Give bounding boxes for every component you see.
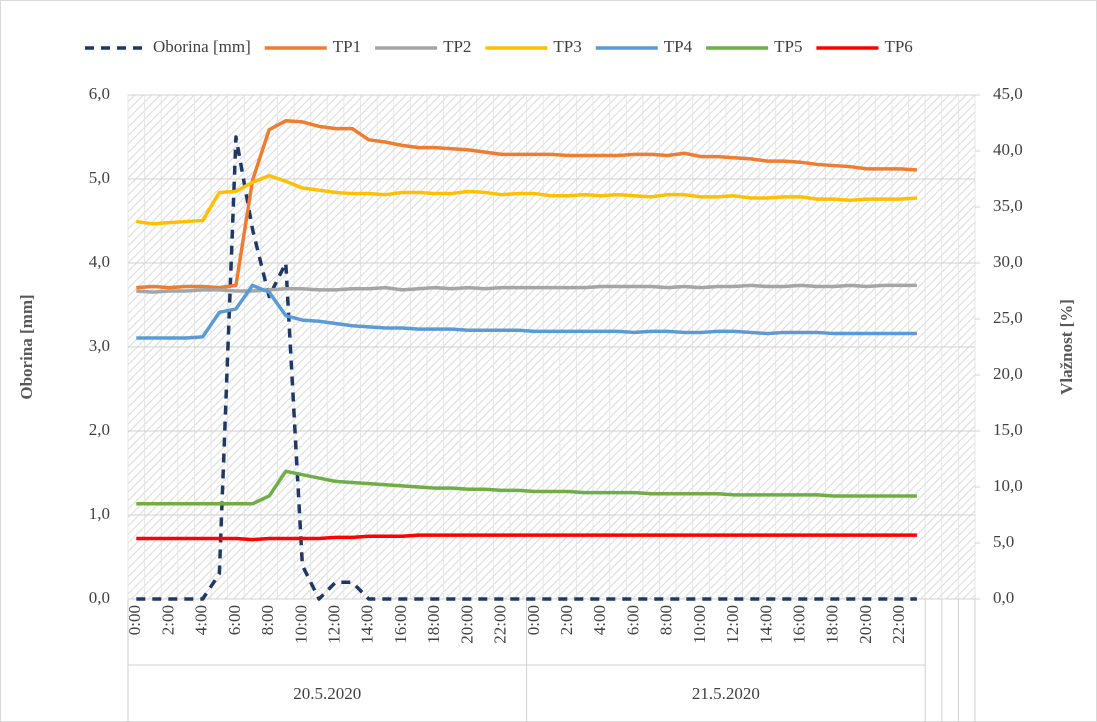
series-line [136,119,917,290]
x-tick-label: 20:00 [457,605,476,644]
y-tick-label: 5,0 [89,168,110,187]
y2-tick-label: 10,0 [993,476,1023,495]
y-tick-label: 0,0 [89,588,110,607]
y2-tick-label: 0,0 [993,588,1014,607]
y2-tick-label: 40,0 [993,140,1023,159]
y2-tick-label: 25,0 [993,308,1023,327]
y2-axis-title: Vlažnost [%] [1057,299,1076,395]
series-line [136,533,917,542]
y2-tick-label: 15,0 [993,420,1023,439]
legend-label: TP1 [333,37,361,56]
x-tick-label: 16:00 [790,605,809,644]
legend-label: Oborina [mm] [153,37,251,56]
y-axis-title: Oborina [mm] [17,294,36,399]
series-line [136,135,917,601]
x-tick-label: 6:00 [623,605,642,635]
x-tick-label: 4:00 [590,605,609,635]
y-tick-label: 3,0 [89,336,110,355]
x-tick-label: 22:00 [889,605,908,644]
legend-label: TP4 [664,37,693,56]
x-tick-label: 2:00 [158,605,177,635]
x-tick-label: 2:00 [557,605,576,635]
x-tick-label: 4:00 [192,605,211,635]
group-label: 20.5.2020 [293,684,361,703]
x-tick-label: 18:00 [424,605,443,644]
x-tick-label: 20:00 [856,605,875,644]
y-tick-label: 2,0 [89,420,110,439]
legend-label: TP3 [553,37,581,56]
legend-label: TP2 [443,37,471,56]
x-tick-label: 0:00 [125,605,144,635]
x-tick-label: 8:00 [258,605,277,635]
x-tick-label: 14:00 [358,605,377,644]
x-tick-label: 14:00 [756,605,775,644]
y2-tick-label: 30,0 [993,252,1023,271]
series-line [136,173,917,226]
x-tick-label: 22:00 [491,605,510,644]
y2-tick-label: 45,0 [993,84,1023,103]
y2-tick-label: 20,0 [993,364,1023,383]
x-tick-label: 10:00 [291,605,310,644]
y2-tick-label: 5,0 [993,532,1014,551]
x-tick-label: 16:00 [391,605,410,644]
group-label: 21.5.2020 [692,684,760,703]
y-tick-label: 6,0 [89,84,110,103]
x-tick-label: 12:00 [723,605,742,644]
series-line [136,283,917,340]
y-tick-label: 4,0 [89,252,110,271]
x-tick-label: 18:00 [823,605,842,644]
x-tick-label: 6:00 [225,605,244,635]
x-tick-label: 0:00 [524,605,543,635]
y2-tick-label: 35,0 [993,196,1023,215]
series-line [136,469,917,506]
x-tick-label: 12:00 [325,605,344,644]
y-tick-label: 1,0 [89,504,110,523]
legend-label: TP5 [774,37,802,56]
x-tick-label: 10:00 [690,605,709,644]
legend-label: TP6 [884,37,912,56]
x-tick-label: 8:00 [657,605,676,635]
